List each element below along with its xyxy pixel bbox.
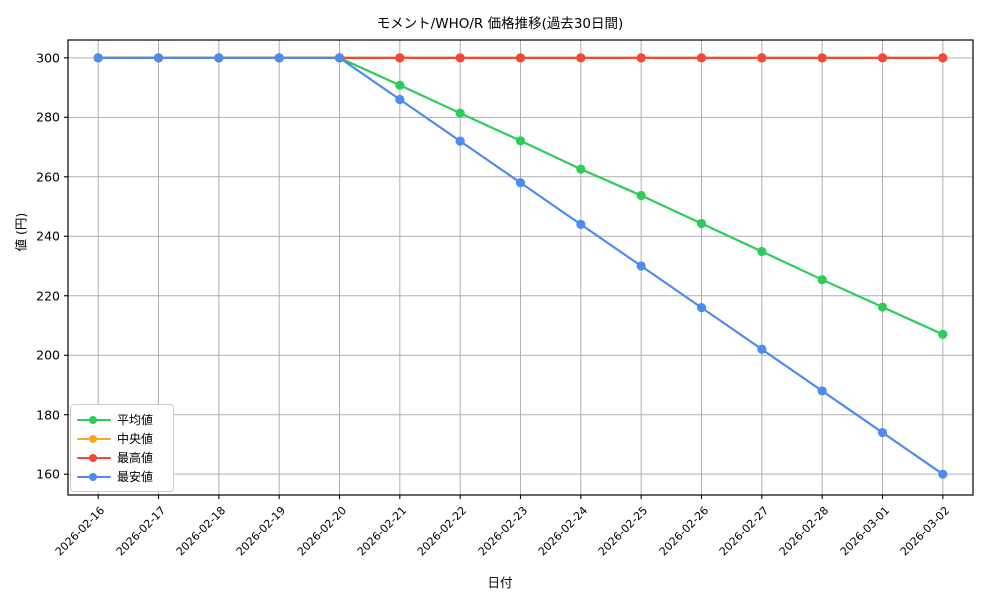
axis-ticks: [64, 57, 944, 499]
y-tick-label: 280: [36, 109, 60, 125]
data-point: [938, 329, 948, 340]
data-point: [214, 53, 224, 63]
chart-legend: 平均値 中央値 最高値 最安値: [70, 404, 174, 492]
plot-frame: [67, 39, 974, 496]
y-tick-label: 260: [36, 169, 60, 185]
data-point: [153, 53, 164, 63]
chart-title: モメント/WHO/R 価格推移(過去30日間): [376, 16, 624, 32]
data-point: [696, 218, 707, 229]
y-tick-label: 220: [36, 288, 60, 304]
data-point: [696, 53, 707, 63]
legend-item[interactable]: 最安値: [77, 467, 167, 486]
x-axis-label: 日付: [487, 575, 513, 590]
data-point: [877, 302, 888, 312]
legend-marker-icon: [77, 432, 111, 446]
data-point: [334, 53, 345, 63]
data-point: [636, 190, 646, 201]
data-point: [576, 164, 586, 174]
legend-item[interactable]: 中央値: [77, 429, 167, 448]
data-point: [938, 53, 948, 63]
data-point: [877, 53, 888, 63]
data-point: [274, 53, 284, 63]
series-markers: [93, 53, 948, 479]
data-point: [757, 344, 767, 354]
legend-item[interactable]: 最高値: [77, 448, 167, 467]
data-point: [817, 53, 827, 63]
data-point: [395, 53, 405, 63]
legend-label: 中央値: [117, 432, 154, 446]
y-tick-label: 300: [36, 50, 60, 66]
data-point: [817, 386, 827, 396]
legend-label: 最安値: [117, 470, 154, 484]
data-point: [93, 53, 103, 63]
y-tick-label: 200: [36, 347, 60, 363]
legend-item[interactable]: 平均値: [77, 410, 167, 429]
data-point: [455, 53, 465, 63]
legend-label: 最高値: [117, 451, 154, 465]
data-point: [455, 108, 465, 118]
data-point: [938, 469, 948, 479]
data-point: [395, 94, 405, 105]
legend-label: 平均値: [117, 413, 154, 427]
data-point: [877, 427, 888, 438]
data-point: [696, 303, 707, 313]
legend-marker-icon: [77, 413, 111, 427]
y-tick-label: 160: [36, 466, 60, 482]
data-point: [636, 261, 646, 271]
data-point: [515, 53, 526, 63]
data-point: [576, 53, 586, 63]
y-tick-label: 240: [36, 228, 60, 244]
gridlines: [68, 40, 973, 495]
data-point: [817, 275, 827, 285]
y-tick-label: 180: [36, 407, 60, 423]
data-point: [757, 53, 767, 63]
data-point: [515, 136, 526, 146]
data-point: [395, 80, 405, 90]
data-point: [636, 53, 646, 63]
legend-marker-icon: [77, 470, 111, 484]
data-point: [455, 136, 465, 146]
data-point: [576, 219, 586, 229]
data-point: [515, 178, 526, 188]
data-point: [757, 246, 767, 257]
legend-marker-icon: [77, 451, 111, 465]
